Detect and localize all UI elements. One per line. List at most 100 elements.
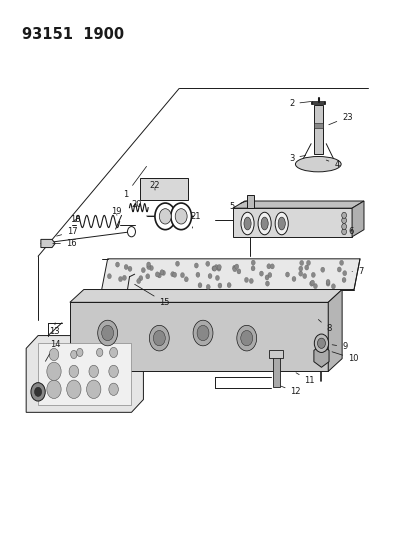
Circle shape: [197, 282, 202, 288]
Text: 11: 11: [295, 373, 314, 385]
Circle shape: [109, 383, 118, 395]
Bar: [140, 179, 188, 200]
Polygon shape: [26, 336, 143, 413]
Text: 2: 2: [289, 99, 310, 108]
Circle shape: [302, 273, 306, 279]
Circle shape: [195, 272, 199, 277]
Circle shape: [194, 263, 198, 268]
Circle shape: [249, 278, 253, 284]
Circle shape: [325, 281, 329, 286]
Ellipse shape: [240, 212, 254, 235]
Circle shape: [236, 325, 256, 351]
Circle shape: [184, 277, 188, 282]
Text: 3: 3: [288, 154, 305, 163]
Circle shape: [102, 325, 113, 341]
Circle shape: [159, 270, 164, 275]
Circle shape: [341, 229, 346, 235]
Circle shape: [146, 264, 150, 270]
Ellipse shape: [295, 157, 340, 172]
Circle shape: [149, 265, 153, 271]
Text: 93151  1900: 93151 1900: [22, 27, 124, 42]
Circle shape: [216, 266, 221, 271]
Ellipse shape: [278, 217, 285, 230]
Circle shape: [217, 264, 221, 270]
Text: 1: 1: [123, 166, 146, 199]
Circle shape: [97, 320, 117, 346]
Text: 7: 7: [351, 267, 363, 276]
Circle shape: [155, 272, 159, 277]
Polygon shape: [102, 259, 359, 289]
Circle shape: [320, 267, 324, 272]
Text: 9: 9: [331, 342, 347, 351]
Circle shape: [109, 365, 118, 377]
Circle shape: [337, 267, 340, 272]
Circle shape: [325, 279, 329, 285]
Circle shape: [267, 272, 271, 278]
Bar: [272, 356, 279, 387]
Circle shape: [161, 270, 165, 276]
Text: 10: 10: [331, 352, 358, 363]
Polygon shape: [232, 201, 363, 208]
Ellipse shape: [261, 217, 268, 230]
Circle shape: [341, 277, 345, 282]
Text: 5: 5: [229, 201, 246, 211]
Circle shape: [146, 262, 150, 267]
Circle shape: [69, 365, 78, 377]
Polygon shape: [38, 343, 131, 405]
Circle shape: [197, 325, 209, 341]
Circle shape: [71, 350, 77, 359]
Circle shape: [31, 383, 45, 401]
Text: 19: 19: [111, 207, 121, 216]
Circle shape: [141, 268, 145, 273]
Circle shape: [270, 264, 274, 269]
Circle shape: [180, 272, 184, 278]
Circle shape: [310, 280, 314, 285]
Circle shape: [127, 227, 135, 237]
Circle shape: [109, 348, 117, 358]
Circle shape: [339, 260, 343, 265]
Circle shape: [66, 380, 81, 399]
Ellipse shape: [275, 212, 287, 235]
Circle shape: [212, 266, 216, 271]
Polygon shape: [41, 239, 55, 247]
Circle shape: [306, 260, 310, 265]
Circle shape: [244, 277, 248, 282]
Ellipse shape: [257, 212, 271, 235]
Circle shape: [206, 285, 210, 289]
Circle shape: [154, 203, 175, 230]
Circle shape: [304, 265, 308, 270]
Circle shape: [341, 223, 346, 230]
Circle shape: [128, 266, 132, 271]
Bar: [313, 123, 322, 128]
Circle shape: [232, 265, 236, 270]
Circle shape: [138, 276, 142, 281]
Text: 4: 4: [325, 160, 339, 168]
Circle shape: [298, 271, 302, 276]
Circle shape: [171, 203, 191, 230]
Bar: [246, 196, 253, 208]
Circle shape: [317, 338, 325, 349]
Circle shape: [215, 276, 219, 280]
Polygon shape: [70, 302, 328, 372]
Circle shape: [331, 284, 335, 289]
Circle shape: [232, 266, 236, 272]
Circle shape: [240, 330, 252, 346]
Circle shape: [145, 274, 150, 279]
Text: 13: 13: [49, 323, 59, 336]
Bar: [269, 350, 282, 358]
Text: 8: 8: [318, 319, 331, 334]
Ellipse shape: [243, 217, 251, 230]
Circle shape: [299, 261, 303, 265]
Circle shape: [227, 282, 230, 288]
Text: 15: 15: [134, 284, 169, 307]
Circle shape: [341, 217, 346, 223]
Circle shape: [298, 266, 302, 271]
Circle shape: [291, 277, 295, 281]
Circle shape: [157, 273, 161, 278]
Circle shape: [309, 281, 313, 286]
Circle shape: [259, 271, 263, 276]
Polygon shape: [232, 208, 351, 237]
Circle shape: [250, 266, 254, 271]
Polygon shape: [328, 289, 341, 372]
Circle shape: [115, 262, 119, 267]
